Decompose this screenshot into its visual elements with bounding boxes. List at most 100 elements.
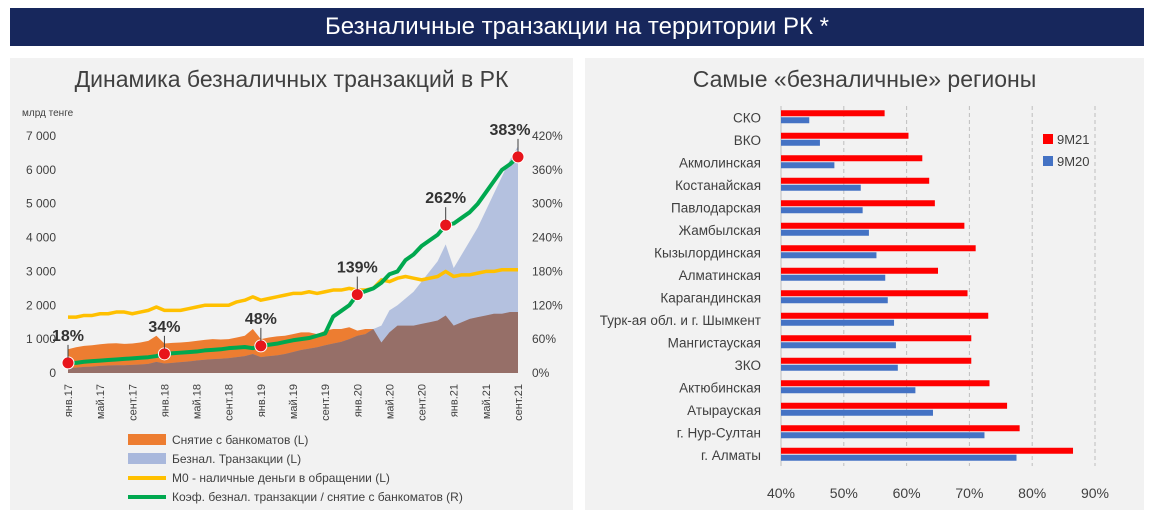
x-tick-label: янв.19 [256, 384, 268, 417]
ratio-marker [254, 339, 268, 353]
legend-label: Снятие с банкоматов (L) [172, 433, 308, 447]
category-label: ВКО [734, 133, 761, 148]
y-axis-label: млрд тенге [22, 108, 74, 119]
legend-label: Коэф. безнал. транзакции / снятие с банк… [172, 490, 463, 504]
category-label: ЗКО [735, 358, 761, 373]
y2-tick-label: 240% [532, 231, 563, 245]
annotation-label: 48% [245, 311, 277, 328]
bar-9m21 [781, 155, 923, 162]
bar-9m20 [781, 364, 898, 371]
annotation-label: 34% [148, 319, 180, 336]
ratio-marker [439, 218, 453, 232]
bar-9m20 [781, 387, 916, 394]
annotation-label: 18% [52, 328, 84, 345]
ratio-marker [511, 150, 525, 164]
legend-label: Безнал. Транзакции (L) [172, 452, 301, 466]
annotation-label: 383% [490, 122, 531, 139]
x-tick-label: сент.18 [224, 384, 236, 421]
x-tick-label: янв.18 [159, 384, 171, 417]
legend-label: 9М21 [1057, 132, 1090, 147]
y2-tick-label: 420% [532, 129, 563, 143]
bar-9m21 [781, 222, 965, 229]
x-tick-label: 90% [1081, 485, 1109, 501]
bar-9m21 [781, 335, 972, 342]
y-tick-label: 4 000 [26, 231, 56, 245]
y-tick-label: 5 000 [26, 197, 56, 211]
right-chart-title: Самые «безналичные» регионы [692, 66, 1037, 92]
x-tick-label: 80% [1018, 485, 1046, 501]
y2-tick-label: 300% [532, 197, 563, 211]
y2-tick-label: 60% [532, 332, 556, 346]
area-series-1 [68, 146, 518, 373]
bar-9m21 [781, 245, 976, 252]
horizontal-bar-chart: 40% 50% 60% 70% 80% 90% СКО ВКО Акмолинская Коста… [600, 106, 1109, 501]
x-tick-label: янв.17 [63, 384, 75, 417]
bar-9m20 [781, 229, 869, 236]
ratio-marker [61, 356, 75, 370]
y-tick-label: 7 000 [26, 129, 56, 143]
bar-9m21 [781, 290, 968, 297]
line-series-2 [68, 267, 518, 319]
x-tick-label: янв.21 [449, 384, 461, 417]
category-label: Акмолинская [679, 155, 761, 170]
area-overlap [68, 312, 518, 373]
category-label: Турк-ая обл. и г. Шымкент [600, 313, 761, 328]
category-label: Карагандинская [660, 290, 761, 305]
bar-9m20 [781, 139, 820, 146]
category-label: СКО [733, 110, 761, 125]
y-tick-label: 3 000 [26, 264, 56, 278]
y2-tick-label: 120% [532, 298, 563, 312]
x-tick-label: сент.20 [417, 384, 429, 421]
bar-9m21 [781, 132, 909, 139]
bar-9m20 [781, 162, 835, 169]
category-label: Кызылординская [654, 245, 761, 260]
bar-9m20 [781, 342, 896, 349]
bar-9m21 [781, 425, 1020, 432]
bar-9m21 [781, 402, 1008, 409]
x-tick-label: май.18 [192, 384, 204, 419]
line-area-chart: млрд тенге 0 1 000 2 000 3 000 4 000 5 000 6 00… [22, 108, 563, 504]
category-label: г. Нур-Султан [677, 425, 761, 440]
left-chart-panel: Динамика безналичных транзакций в РК млр… [10, 58, 573, 510]
y2-tick-label: 360% [532, 163, 563, 177]
legend-swatch [1043, 134, 1053, 144]
x-tick-label: сент.19 [320, 384, 332, 421]
category-label: Жамбылская [679, 223, 761, 238]
x-tick-label: 60% [893, 485, 921, 501]
ratio-marker [350, 288, 364, 302]
x-tick-label: май.21 [481, 384, 493, 419]
bar-9m20 [781, 274, 886, 281]
bar-9m21 [781, 380, 990, 387]
bar-9m20 [781, 117, 810, 124]
bar-9m20 [781, 184, 861, 191]
x-tick-label: 50% [830, 485, 858, 501]
bar-9m20 [781, 297, 888, 304]
x-tick-label: янв.20 [352, 384, 364, 417]
annotation-label: 139% [337, 260, 378, 277]
y2-tick-label: 0% [532, 366, 550, 380]
banner-title: Безналичные транзакции на территории РК … [10, 8, 1144, 46]
y-tick-label: 6 000 [26, 163, 56, 177]
bar-9m21 [781, 447, 1074, 454]
bar-9m20 [781, 432, 985, 439]
x-tick-label: 70% [955, 485, 983, 501]
bar-9m20 [781, 409, 933, 416]
x-tick-label: 40% [767, 485, 795, 501]
bar-9m21 [781, 312, 989, 319]
x-tick-label: май.19 [288, 384, 300, 419]
y-tick-label: 0 [49, 366, 56, 380]
bar-9m21 [781, 200, 935, 207]
bar-9m21 [781, 177, 930, 184]
bar-9m20 [781, 207, 863, 214]
right-chart-panel: Самые «безналичные» регионы 40% 50% 60% 70%… [585, 58, 1144, 510]
legend-swatch [128, 453, 166, 464]
category-label: Мангистауская [668, 335, 761, 350]
x-tick-label: май.20 [384, 384, 396, 419]
legend-label: 9М20 [1057, 154, 1090, 169]
bar-9m20 [781, 319, 895, 326]
y-tick-label: 1 000 [26, 332, 56, 346]
y-tick-label: 2 000 [26, 298, 56, 312]
category-label: Алматинская [679, 268, 761, 283]
category-label: Атырауская [687, 403, 761, 418]
bar-9m20 [781, 454, 1017, 461]
